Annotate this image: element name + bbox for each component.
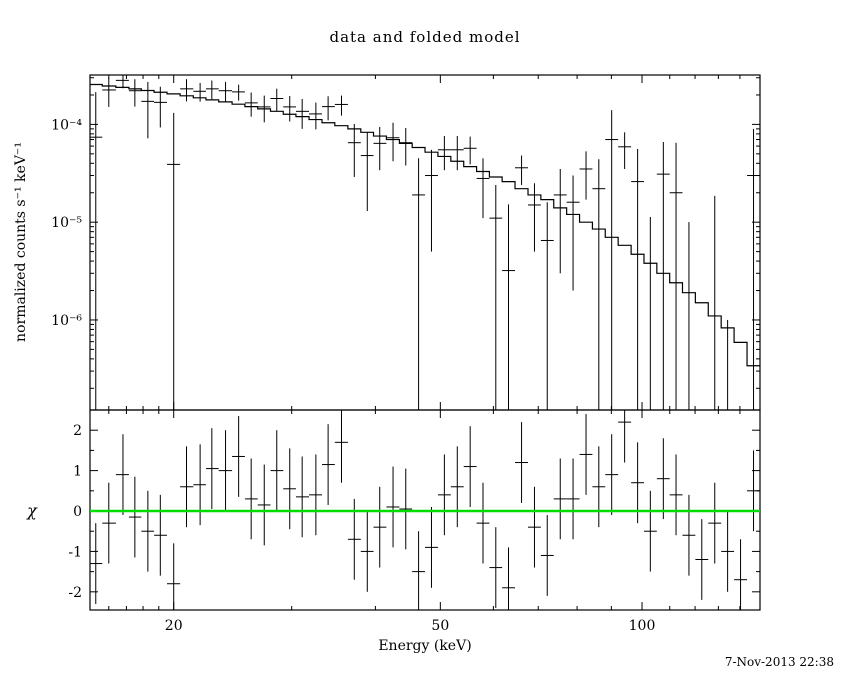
x-axis-label: Energy (keV) <box>378 638 471 654</box>
svg-text:20: 20 <box>165 618 183 634</box>
svg-text:1: 1 <box>73 464 82 480</box>
axis-tick-labels: 20 50 100 10⁻⁴ 10⁻⁵ 10⁻⁶ -2 -1 0 1 2 <box>51 117 655 634</box>
svg-text:50: 50 <box>431 618 449 634</box>
residual-error-bars <box>90 410 760 610</box>
svg-text:10⁻⁵: 10⁻⁵ <box>51 215 82 231</box>
svg-text:10⁻⁶: 10⁻⁶ <box>51 313 82 329</box>
y-axis-label-counts: normalized counts s⁻¹ keV⁻¹ <box>13 142 29 342</box>
svg-text:-2: -2 <box>68 585 82 601</box>
timestamp: 7-Nov-2013 22:38 <box>725 655 834 669</box>
svg-text:2: 2 <box>73 423 82 439</box>
model-step-line <box>90 83 760 367</box>
svg-text:10⁻⁴: 10⁻⁴ <box>51 117 82 133</box>
plot-title: data and folded model <box>329 28 520 46</box>
data-error-bars <box>90 75 760 410</box>
axis-ticks <box>90 75 760 610</box>
svg-text:0: 0 <box>73 504 82 520</box>
svg-text:-1: -1 <box>68 544 82 560</box>
y-axis-label-chi: χ <box>26 501 38 520</box>
svg-text:100: 100 <box>629 618 656 634</box>
panel-frames <box>89 74 761 611</box>
